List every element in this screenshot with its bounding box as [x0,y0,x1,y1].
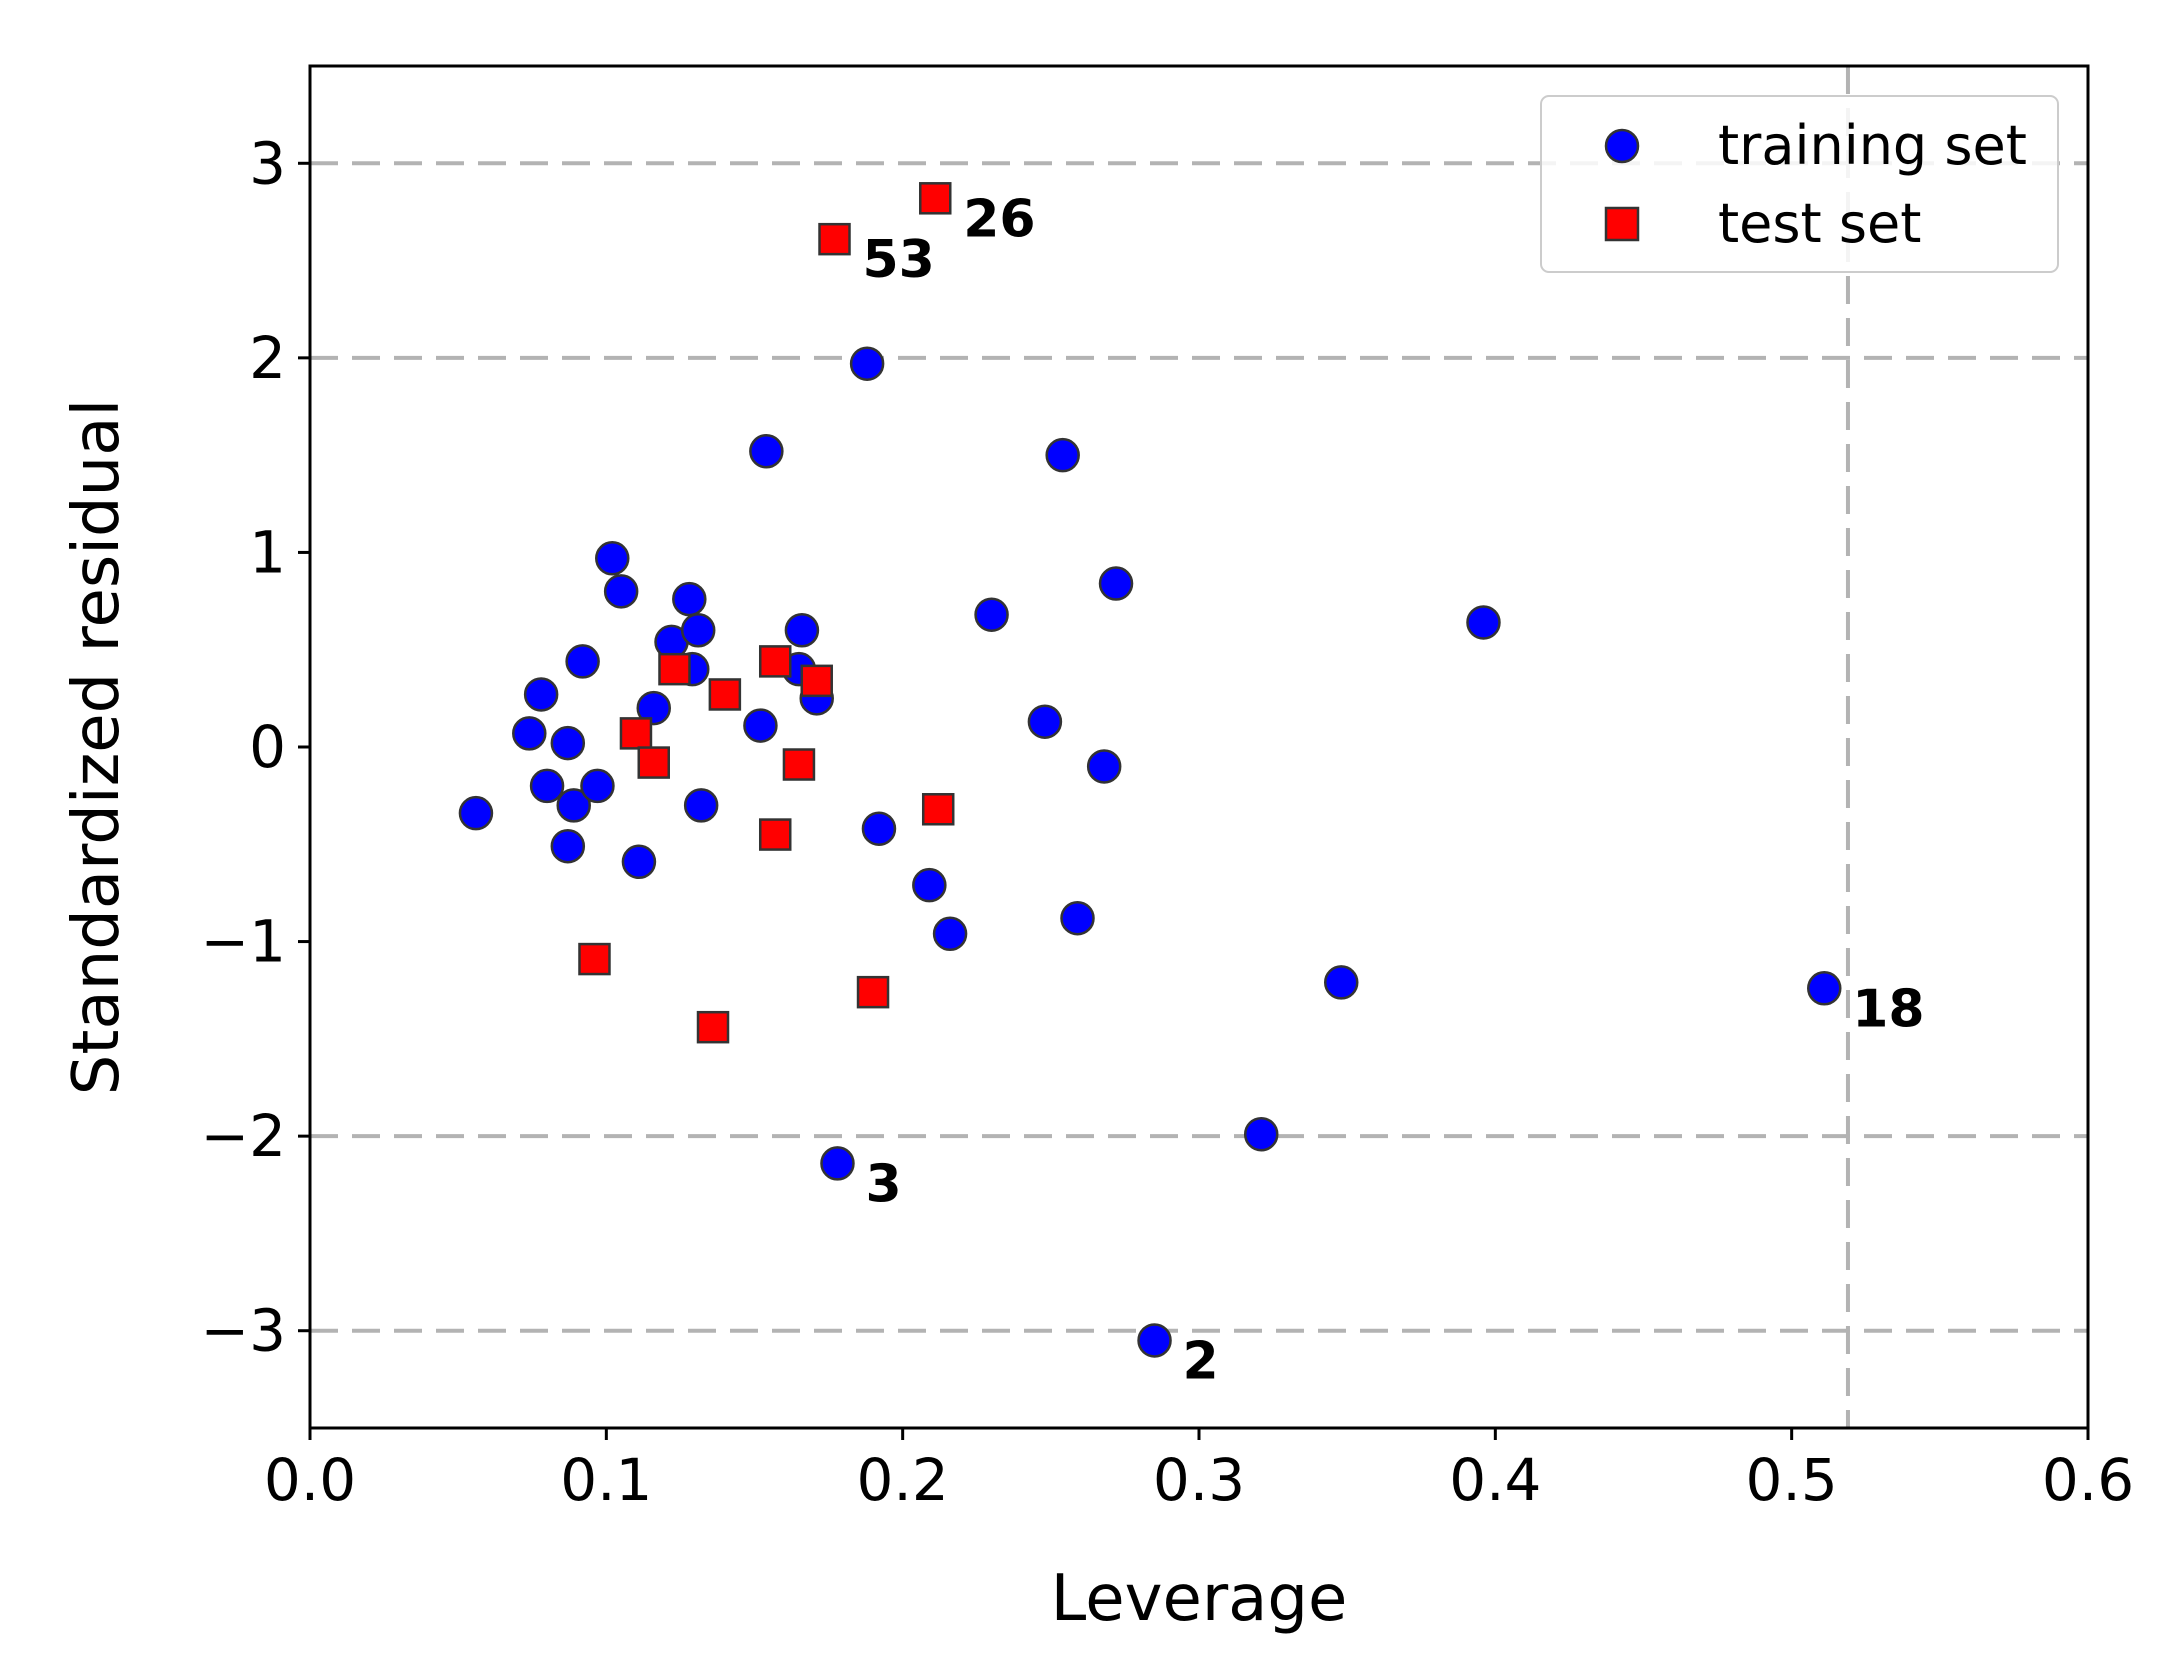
training-point [529,768,565,804]
training-point [849,346,885,381]
test-point [658,652,691,686]
training-point [636,690,671,726]
training-point [512,716,547,751]
x-axis-title: Leverage [1051,1562,1348,1636]
test-point [619,717,653,750]
training-point [523,677,559,712]
y-tick-label: −1 [201,908,287,976]
training-point [932,916,968,952]
training-point [458,795,494,831]
y-axis-ticks: 3 2 1 0 −1 −2 −3 [201,129,310,1365]
legend-label-test: test set [1718,192,1921,255]
x-axis-ticks: 0.0 0.1 0.2 0.3 0.4 0.5 0.6 [264,1428,2134,1514]
training-point [550,725,586,761]
x-tick-label: 0.4 [1449,1446,1541,1514]
training-point [912,867,947,903]
test-point [758,818,792,851]
point-label: 53 [863,230,935,290]
training-point [672,581,707,617]
training-point [1243,1116,1279,1152]
training-point [974,597,1009,632]
x-tick-label: 0.0 [264,1446,356,1514]
training-point [565,644,600,679]
test-point [818,222,851,256]
training-point [556,788,591,823]
training-point [1027,704,1063,739]
training-point [743,708,778,743]
training-point [1060,900,1095,936]
point-label: 26 [963,189,1035,249]
data-points [458,182,1842,1358]
point-label: 3 [865,1154,901,1214]
legend: training set test set [1540,95,2059,273]
legend-marker-test [1604,206,1640,242]
test-point [856,975,890,1009]
point-label: 2 [1183,1331,1219,1391]
training-point [820,1146,855,1181]
y-tick-label: 0 [249,713,286,781]
y-axis-title: Standardized residual [60,399,134,1095]
training-point [603,574,639,609]
legend-box [1540,95,2059,273]
training-point [749,434,784,469]
x-tick-label: 0.1 [560,1446,652,1514]
x-tick-label: 0.3 [1153,1446,1245,1514]
y-tick-label: 1 [249,518,286,586]
training-point [550,828,586,864]
training-point [1137,1323,1172,1358]
test-point [578,942,611,976]
training-point [1045,437,1080,473]
point-annotations: 26 53 18 3 2 [863,189,1925,1391]
test-point [637,746,670,779]
point-label: 18 [1852,979,1924,1039]
x-tick-label: 0.6 [2042,1446,2134,1514]
training-point [1323,965,1359,1000]
training-point [595,541,630,576]
test-point [708,678,742,711]
test-point [758,645,792,678]
training-point [1098,566,1134,601]
y-tick-label: −3 [201,1297,287,1365]
training-point [680,613,716,648]
training-point [784,613,820,648]
training-point [621,844,657,880]
test-point [696,1010,730,1044]
y-tick-label: 2 [249,324,286,392]
training-point [861,811,897,846]
legend-label-training: training set [1718,114,2027,177]
y-tick-label: 3 [249,129,286,197]
training-point [683,788,719,823]
training-point [1466,605,1501,640]
x-tick-label: 0.5 [1746,1446,1838,1514]
x-tick-label: 0.2 [857,1446,949,1514]
training-point [580,768,615,804]
training-point [1086,749,1122,784]
test-point [921,793,955,826]
test-point [782,748,816,781]
test-point [919,182,952,215]
training-point [1807,971,1842,1006]
legend-marker-training [1604,128,1640,164]
test-point [800,664,833,698]
y-tick-label: −2 [201,1102,287,1170]
